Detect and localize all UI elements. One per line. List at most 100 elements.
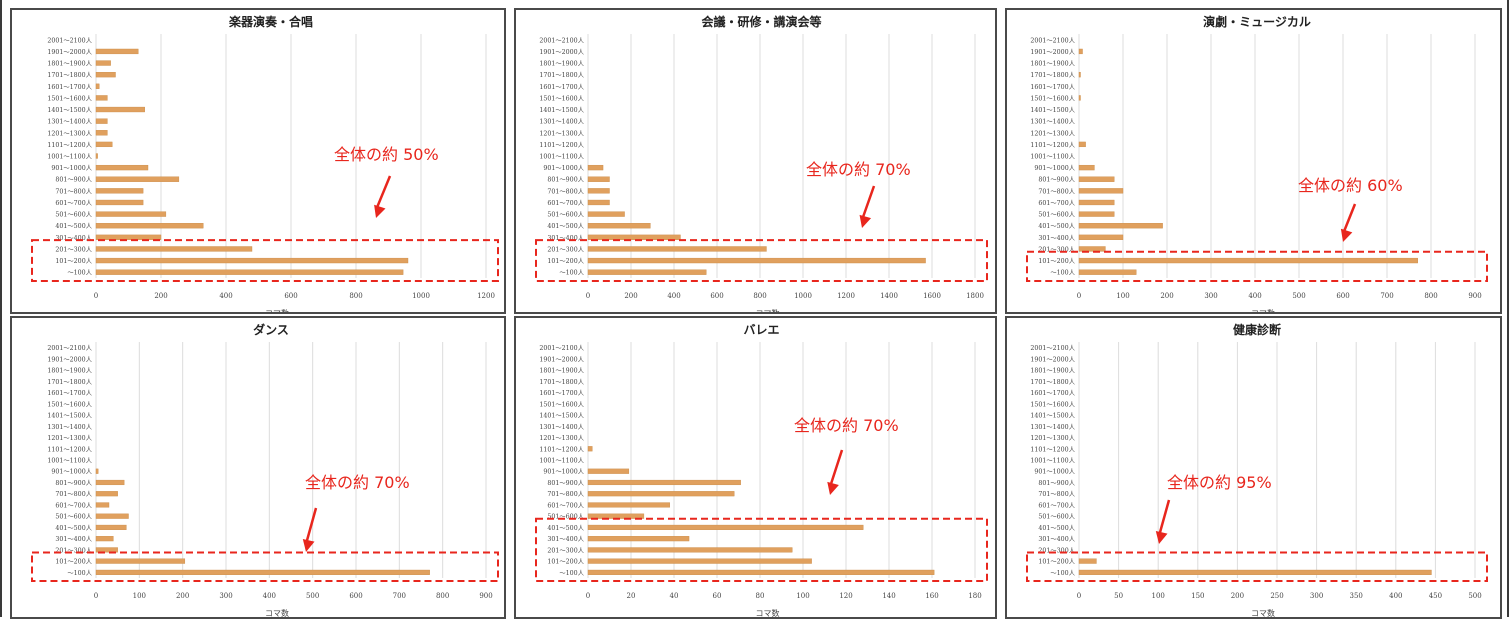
category-label: 2001～2100人 (1030, 36, 1075, 44)
x-tick-label: 400 (1248, 292, 1261, 300)
category-label: 101～200人 (55, 257, 92, 265)
bar (587, 199, 610, 206)
bar (95, 176, 180, 182)
category-label: 1001～1100人 (539, 457, 584, 465)
bar (587, 479, 741, 486)
annotation-arrow-head (827, 481, 839, 495)
category-label: 301～400人 (1038, 535, 1075, 543)
category-label: 1101～1200人 (539, 445, 584, 453)
x-axis-label: コマ数 (1251, 308, 1275, 312)
category-label: 201～300人 (547, 245, 584, 253)
x-tick-label: 600 (284, 292, 297, 300)
x-tick-label: 300 (219, 592, 232, 600)
annotation-text: 全体の約 70% (794, 416, 899, 435)
chart-title: 健康診断 (1233, 322, 1281, 337)
bar (587, 223, 651, 229)
x-axis-label: コマ数 (265, 308, 289, 312)
x-tick-label: 700 (1380, 292, 1393, 300)
bar (95, 188, 144, 194)
category-label: 1301～1400人 (539, 118, 584, 126)
x-tick-label: 1600 (923, 292, 941, 300)
category-label: 801～900人 (1038, 479, 1075, 487)
highlight-box (535, 517, 988, 582)
bar (1078, 223, 1163, 229)
x-tick-label: 0 (94, 292, 98, 300)
bar (95, 223, 204, 229)
bar (95, 164, 149, 171)
category-label: 1201～1300人 (1030, 434, 1075, 442)
x-tick-label: 800 (1424, 292, 1437, 300)
bar (95, 479, 125, 486)
x-tick-label: 900 (479, 592, 492, 600)
bar (587, 211, 625, 217)
category-label: 401～500人 (547, 222, 584, 230)
category-label: 601～700人 (55, 199, 92, 207)
outer-left-border (0, 0, 2, 617)
bar (95, 513, 129, 519)
category-label: 1701～1800人 (1030, 378, 1075, 386)
category-label: 2001～2100人 (47, 344, 92, 352)
category-label: 901～1000人 (1034, 164, 1075, 172)
category-label: 1701～1800人 (539, 378, 584, 386)
chart-title: 演劇・ミュージカル (1203, 14, 1311, 29)
bar (587, 176, 610, 182)
annotation-arrow-shaft (860, 185, 876, 221)
category-label: ～100人 (559, 269, 584, 277)
category-label: ～100人 (67, 569, 92, 577)
category-label: 1601～1700人 (47, 83, 92, 91)
x-tick-label: 1800 (966, 292, 984, 300)
category-label: 901～1000人 (51, 164, 92, 172)
x-tick-label: 200 (1231, 592, 1244, 600)
category-label: 301～400人 (1038, 234, 1075, 242)
chart-title: 楽器演奏・合唱 (229, 14, 313, 29)
chart-svg-5: バレエ 0 20 40 60 80 100 120 140 160 180 2001～2100人 190… (535, 323, 988, 617)
category-label: 2001～2100人 (47, 36, 92, 44)
category-label: 1401～1500人 (47, 106, 92, 114)
highlight-box (1026, 551, 1488, 582)
annotation-arrow-shaft (374, 175, 392, 211)
bar (1078, 199, 1115, 206)
category-label: 501～600人 (1038, 211, 1075, 219)
bar (95, 536, 114, 542)
highlight-box (1026, 250, 1488, 282)
bar (1078, 164, 1095, 171)
category-label: 2001～2100人 (539, 36, 584, 44)
x-tick-label: 300 (1310, 592, 1323, 600)
x-tick-label: 800 (436, 592, 449, 600)
x-tick-label: 200 (1160, 292, 1173, 300)
category-label: 1501～1600人 (47, 400, 92, 408)
chart-svg-3: 演劇・ミュージカル 0 100 200 300 400 500 600 700 800 900 200… (1026, 14, 1488, 312)
x-tick-label: 600 (710, 292, 723, 300)
category-label: 601～700人 (547, 199, 584, 207)
category-label: 1601～1700人 (539, 389, 584, 397)
bar (587, 536, 690, 542)
x-tick-label: 140 (882, 592, 895, 600)
x-tick-label: 1400 (880, 292, 898, 300)
x-tick-label: 200 (176, 592, 189, 600)
category-label: 1201～1300人 (539, 434, 584, 442)
category-label: 1801～1900人 (1030, 60, 1075, 68)
x-tick-label: 120 (839, 592, 852, 600)
bar (587, 502, 670, 508)
x-tick-label: 800 (349, 292, 362, 300)
category-label: 1601～1700人 (1030, 83, 1075, 91)
category-label: 1001～1100人 (47, 153, 92, 161)
bar (587, 524, 864, 530)
bar (95, 491, 118, 497)
category-label: 1301～1400人 (47, 423, 92, 431)
category-label: 1201～1300人 (47, 434, 92, 442)
x-tick-label: 500 (1468, 592, 1481, 600)
category-label: 1801～1900人 (1030, 367, 1075, 375)
chart-title: バレエ (743, 323, 779, 337)
category-label: 1601～1700人 (1030, 389, 1075, 397)
category-label: 401～500人 (55, 524, 92, 532)
x-tick-label: 400 (219, 292, 232, 300)
category-label: 1401～1500人 (539, 412, 584, 420)
category-label: 801～900人 (55, 479, 92, 487)
category-label: 1001～1100人 (1030, 153, 1075, 161)
bar (95, 502, 110, 508)
category-label: 201～300人 (1038, 245, 1075, 253)
x-tick-label: 350 (1350, 592, 1363, 600)
annotation-arrow-shaft (1157, 499, 1171, 537)
annotation-text: 全体の約 50% (334, 145, 439, 164)
